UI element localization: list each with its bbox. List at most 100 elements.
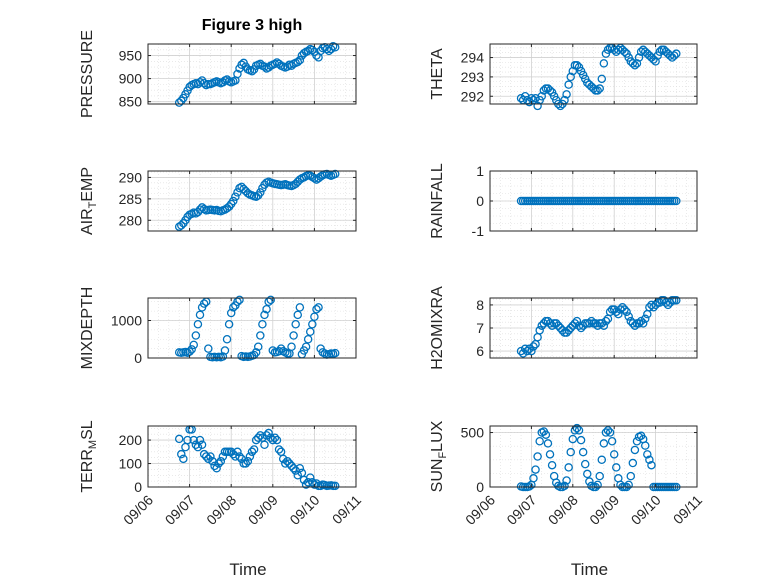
- data-point: [599, 439, 609, 448]
- data-point: [525, 344, 534, 354]
- x-axis-label: Time: [229, 560, 266, 579]
- y-axis-label: SUNFLUX: [429, 420, 449, 492]
- data-point: [628, 319, 638, 328]
- data-point: [256, 431, 265, 440]
- data-point: [580, 459, 590, 469]
- y-axis-label: RAINFALL: [429, 163, 446, 239]
- data-point: [256, 188, 265, 197]
- data-point: [231, 192, 240, 201]
- data-point: [535, 436, 544, 446]
- data-point: [314, 303, 323, 312]
- y-axis-label-subscript: T: [87, 201, 99, 208]
- data-point: [189, 435, 199, 445]
- panel-theta: 292 293 294 THETA: [429, 43, 698, 111]
- data-point: [597, 455, 607, 465]
- data-point: [301, 342, 311, 351]
- data-point: [605, 428, 615, 437]
- data-point: [564, 326, 573, 335]
- data-point: [253, 342, 263, 351]
- data-point: [531, 465, 540, 474]
- data-point: [529, 474, 538, 483]
- data-point: [199, 78, 209, 88]
- data-point: [235, 295, 244, 305]
- data-point: [191, 331, 201, 340]
- data-point: [308, 172, 317, 182]
- data-point: [545, 319, 555, 328]
- data-point: [618, 302, 627, 312]
- data-point: [278, 454, 288, 464]
- y-tick-label: 285: [119, 191, 143, 207]
- data-point: [291, 319, 300, 329]
- axes-box: [147, 43, 357, 105]
- axes-box: [489, 43, 698, 105]
- data-point: [529, 342, 538, 351]
- data-point: [518, 349, 528, 358]
- data-point: [634, 319, 644, 328]
- data-point: [556, 323, 565, 333]
- data-point: [578, 447, 588, 457]
- y-tick-label: 200: [119, 432, 143, 448]
- y-axis-label-main: AIR: [79, 208, 96, 235]
- data-point: [293, 57, 303, 67]
- data-point: [539, 319, 549, 328]
- data-point: [560, 481, 569, 491]
- data-point: [672, 296, 681, 305]
- data-point: [308, 45, 317, 55]
- data-point: [603, 45, 613, 55]
- data-point: [262, 304, 271, 314]
- data-point: [197, 440, 207, 450]
- data-point: [303, 334, 313, 344]
- y-tick-label: 292: [461, 88, 485, 104]
- data-point: [545, 86, 555, 95]
- data-point: [305, 327, 315, 336]
- data-point: [672, 49, 681, 58]
- data-point: [525, 482, 534, 491]
- data-point: [585, 319, 594, 328]
- data-point: [214, 459, 223, 468]
- data-point: [187, 345, 196, 354]
- data-point: [229, 196, 238, 206]
- data-point: [533, 101, 542, 111]
- data-point: [212, 463, 221, 473]
- data-point: [533, 452, 542, 461]
- data-point: [651, 300, 660, 310]
- data-point: [645, 455, 654, 465]
- data-point: [568, 434, 578, 444]
- data-point: [308, 478, 317, 487]
- data-point: [330, 169, 340, 179]
- data-point: [527, 346, 536, 356]
- data-point: [672, 196, 681, 206]
- y-tick-label: 0: [134, 479, 142, 495]
- data-point: [305, 473, 315, 482]
- data-point: [624, 312, 633, 321]
- data-point: [545, 450, 555, 459]
- panel-air_temp: 280 285 290 AIRTEMP: [79, 167, 357, 235]
- y-tick-label: 7: [476, 320, 484, 336]
- data-point: [655, 298, 664, 307]
- data-point: [603, 426, 613, 435]
- data-point: [605, 307, 615, 317]
- data-point: [218, 452, 228, 461]
- data-point: [543, 439, 553, 448]
- data-point: [268, 346, 278, 355]
- data-point: [199, 204, 209, 214]
- data-point: [195, 205, 205, 214]
- data-point: [612, 463, 621, 472]
- data-point: [260, 62, 269, 71]
- y-tick-label: -1: [472, 223, 485, 239]
- y-tick-label: 0: [476, 193, 484, 209]
- data-point: [287, 342, 296, 351]
- y-tick-label: 900: [119, 71, 143, 87]
- data-point: [620, 47, 629, 56]
- data-point: [541, 430, 551, 439]
- data-point: [564, 80, 573, 89]
- y-axis-label: MIXDEPTH: [79, 287, 96, 370]
- data-point: [663, 300, 673, 310]
- data-point: [523, 346, 532, 356]
- data-point: [293, 310, 303, 320]
- data-point: [564, 463, 573, 472]
- data-point: [572, 423, 582, 433]
- data-point: [601, 316, 611, 326]
